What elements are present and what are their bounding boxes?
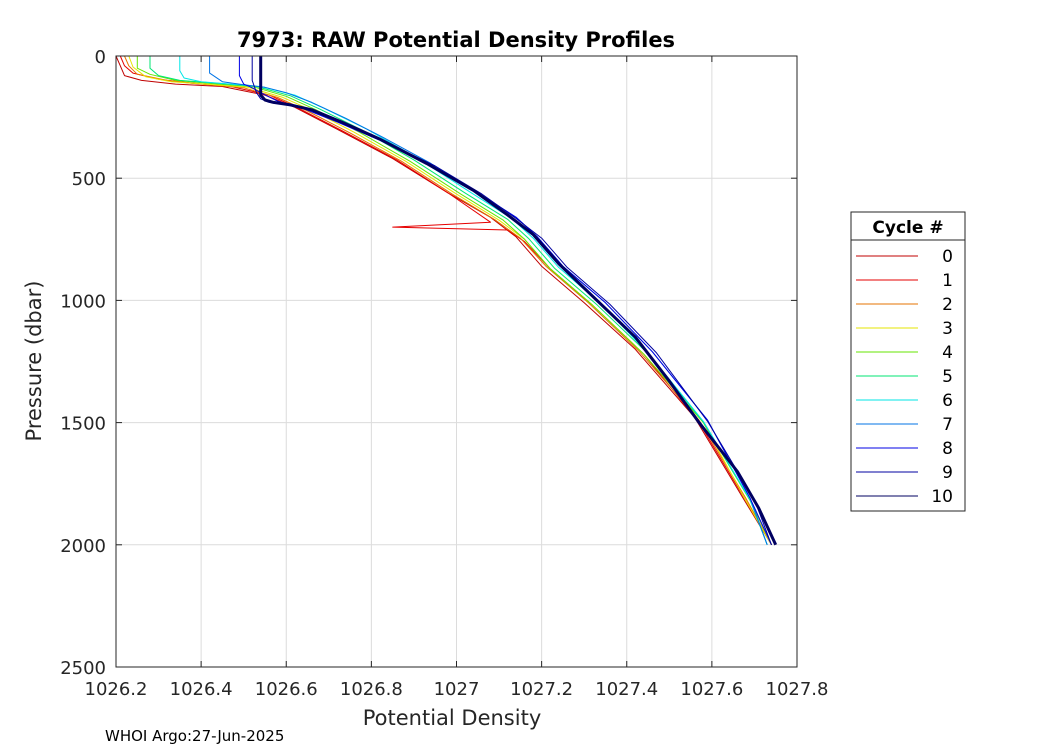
footer-text: WHOI Argo:27-Jun-2025 [105,727,284,745]
legend-label-cycle-1: 1 [942,271,953,291]
y-axis-label: Pressure (dbar) [22,281,46,442]
y-tick-label: 0 [95,47,106,68]
legend-label-cycle-0: 0 [942,247,953,267]
x-axis-label: Potential Density [363,706,542,730]
x-tick-label: 1026.8 [340,679,403,700]
grid-lines [115,55,798,668]
series-line-cycle-4 [136,56,772,546]
series-line-cycle-10 [259,56,778,546]
legend-label-cycle-6: 6 [942,391,953,411]
x-tick-label: 1026.4 [170,679,233,700]
x-tick-label: 1026.2 [85,679,148,700]
legend-title: Cycle # [872,218,943,238]
y-tick-labels: 0 500 1000 1500 2000 2500 [60,47,106,679]
legend-label-cycle-8: 8 [942,439,953,459]
y-tick-label: 1500 [60,414,106,435]
plot-area [115,55,778,546]
x-tick-label: 1027 [434,679,480,700]
tick-marks [115,55,798,668]
x-tick-label: 1027.8 [766,679,829,700]
x-tick-label: 1027.6 [680,679,743,700]
legend-label-cycle-7: 7 [942,415,953,435]
legend-label-cycle-2: 2 [942,295,953,315]
legend-label-cycle-9: 9 [942,463,953,483]
x-tick-label: 1027.4 [595,679,658,700]
legend-items: 0 1 2 3 4 5 6 7 8 9 10 [856,247,953,507]
legend-label-cycle-4: 4 [942,343,953,363]
x-tick-label: 1027.2 [510,679,573,700]
y-tick-label: 2500 [60,658,106,679]
legend-label-cycle-5: 5 [942,367,953,387]
legend: Cycle # 0 1 2 3 4 5 6 7 8 9 10 [850,211,966,512]
x-tick-label: 1026.6 [255,679,318,700]
legend-label-cycle-10: 10 [931,487,953,507]
y-tick-label: 500 [72,169,106,190]
y-tick-label: 2000 [60,536,106,557]
chart-title: 7973: RAW Potential Density Profiles [237,28,675,52]
x-tick-labels: 1026.2 1026.4 1026.6 1026.8 1027 1027.2 1027.4… [85,679,829,700]
legend-label-cycle-3: 3 [942,319,953,339]
y-tick-label: 1000 [60,291,106,312]
legend-box [850,211,966,512]
series-line-cycle-9 [251,56,772,545]
series-line-cycle-0 [115,55,772,546]
